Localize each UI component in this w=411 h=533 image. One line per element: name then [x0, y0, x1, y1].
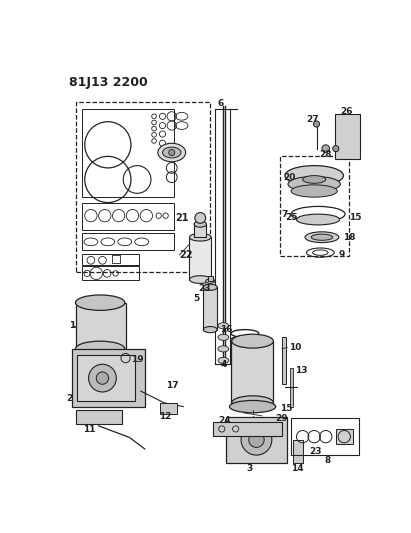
Text: 23: 23 — [199, 284, 211, 293]
Bar — [293, 440, 302, 463]
Bar — [208, 277, 212, 281]
Bar — [82, 254, 139, 265]
Bar — [291, 418, 359, 455]
Ellipse shape — [162, 147, 181, 158]
Ellipse shape — [302, 175, 326, 183]
Text: 9: 9 — [339, 251, 345, 260]
Bar — [77, 355, 135, 401]
Text: 24: 24 — [218, 416, 231, 425]
Bar — [203, 287, 217, 329]
Text: 3: 3 — [247, 464, 253, 473]
Ellipse shape — [189, 233, 211, 241]
Text: 15: 15 — [349, 213, 361, 222]
Text: 6: 6 — [218, 100, 224, 109]
Bar — [335, 114, 360, 159]
Text: 19: 19 — [131, 355, 143, 364]
Bar — [82, 109, 174, 197]
Ellipse shape — [218, 357, 229, 364]
Bar — [82, 266, 139, 280]
Bar — [189, 237, 211, 280]
Ellipse shape — [76, 295, 125, 310]
Text: 21: 21 — [175, 213, 189, 223]
Ellipse shape — [218, 334, 229, 341]
Text: 13: 13 — [295, 366, 307, 375]
Bar — [279, 156, 349, 256]
Bar — [282, 337, 286, 384]
Ellipse shape — [291, 185, 337, 197]
Circle shape — [89, 364, 116, 392]
Ellipse shape — [189, 276, 211, 284]
Circle shape — [332, 146, 339, 152]
Text: 1: 1 — [69, 321, 76, 330]
Text: 27: 27 — [307, 115, 319, 124]
Bar — [76, 410, 122, 424]
Ellipse shape — [158, 143, 186, 161]
Bar — [212, 422, 282, 436]
Ellipse shape — [76, 341, 125, 357]
Circle shape — [169, 149, 175, 156]
Bar — [76, 303, 125, 349]
Bar — [160, 403, 177, 414]
Ellipse shape — [285, 166, 344, 185]
Bar — [231, 341, 273, 403]
Text: 15: 15 — [280, 403, 293, 413]
Bar — [82, 233, 174, 251]
Ellipse shape — [232, 396, 273, 410]
Circle shape — [96, 372, 109, 384]
Circle shape — [314, 121, 320, 127]
Ellipse shape — [296, 214, 339, 225]
Bar — [72, 349, 145, 407]
Bar — [336, 429, 353, 445]
Ellipse shape — [203, 327, 217, 333]
Ellipse shape — [218, 322, 229, 329]
Ellipse shape — [305, 232, 339, 243]
Text: 20: 20 — [284, 173, 296, 182]
Ellipse shape — [288, 176, 340, 192]
Bar — [194, 224, 206, 237]
Text: 26: 26 — [340, 107, 353, 116]
Circle shape — [322, 145, 330, 152]
Ellipse shape — [270, 427, 282, 437]
Bar — [82, 203, 174, 230]
Ellipse shape — [203, 284, 217, 290]
Circle shape — [195, 213, 206, 223]
Text: 81J13 2200: 81J13 2200 — [69, 76, 148, 90]
Circle shape — [241, 424, 272, 455]
Ellipse shape — [229, 400, 276, 413]
Text: 29: 29 — [276, 414, 289, 423]
Text: 18: 18 — [344, 233, 356, 241]
Text: 10: 10 — [289, 343, 301, 352]
Bar — [113, 255, 120, 263]
Text: 2: 2 — [66, 394, 72, 403]
Text: 25: 25 — [285, 213, 298, 222]
Text: 23: 23 — [309, 447, 321, 456]
Text: 22: 22 — [180, 250, 193, 260]
Ellipse shape — [206, 279, 215, 284]
Text: 28: 28 — [320, 150, 332, 159]
Text: 5: 5 — [193, 294, 200, 303]
Bar — [290, 368, 293, 407]
Bar — [226, 417, 287, 463]
Text: 4: 4 — [220, 360, 226, 369]
Ellipse shape — [311, 234, 332, 240]
Text: 8: 8 — [324, 456, 330, 465]
Text: 11: 11 — [83, 425, 96, 434]
Text: 17: 17 — [166, 381, 179, 390]
Circle shape — [249, 432, 264, 447]
Bar — [76, 102, 210, 272]
Text: 12: 12 — [159, 412, 171, 421]
Ellipse shape — [232, 334, 273, 348]
Ellipse shape — [218, 346, 229, 352]
Text: 7: 7 — [282, 209, 288, 219]
Text: 16: 16 — [220, 325, 233, 334]
Ellipse shape — [194, 221, 206, 227]
Text: 14: 14 — [291, 464, 304, 473]
